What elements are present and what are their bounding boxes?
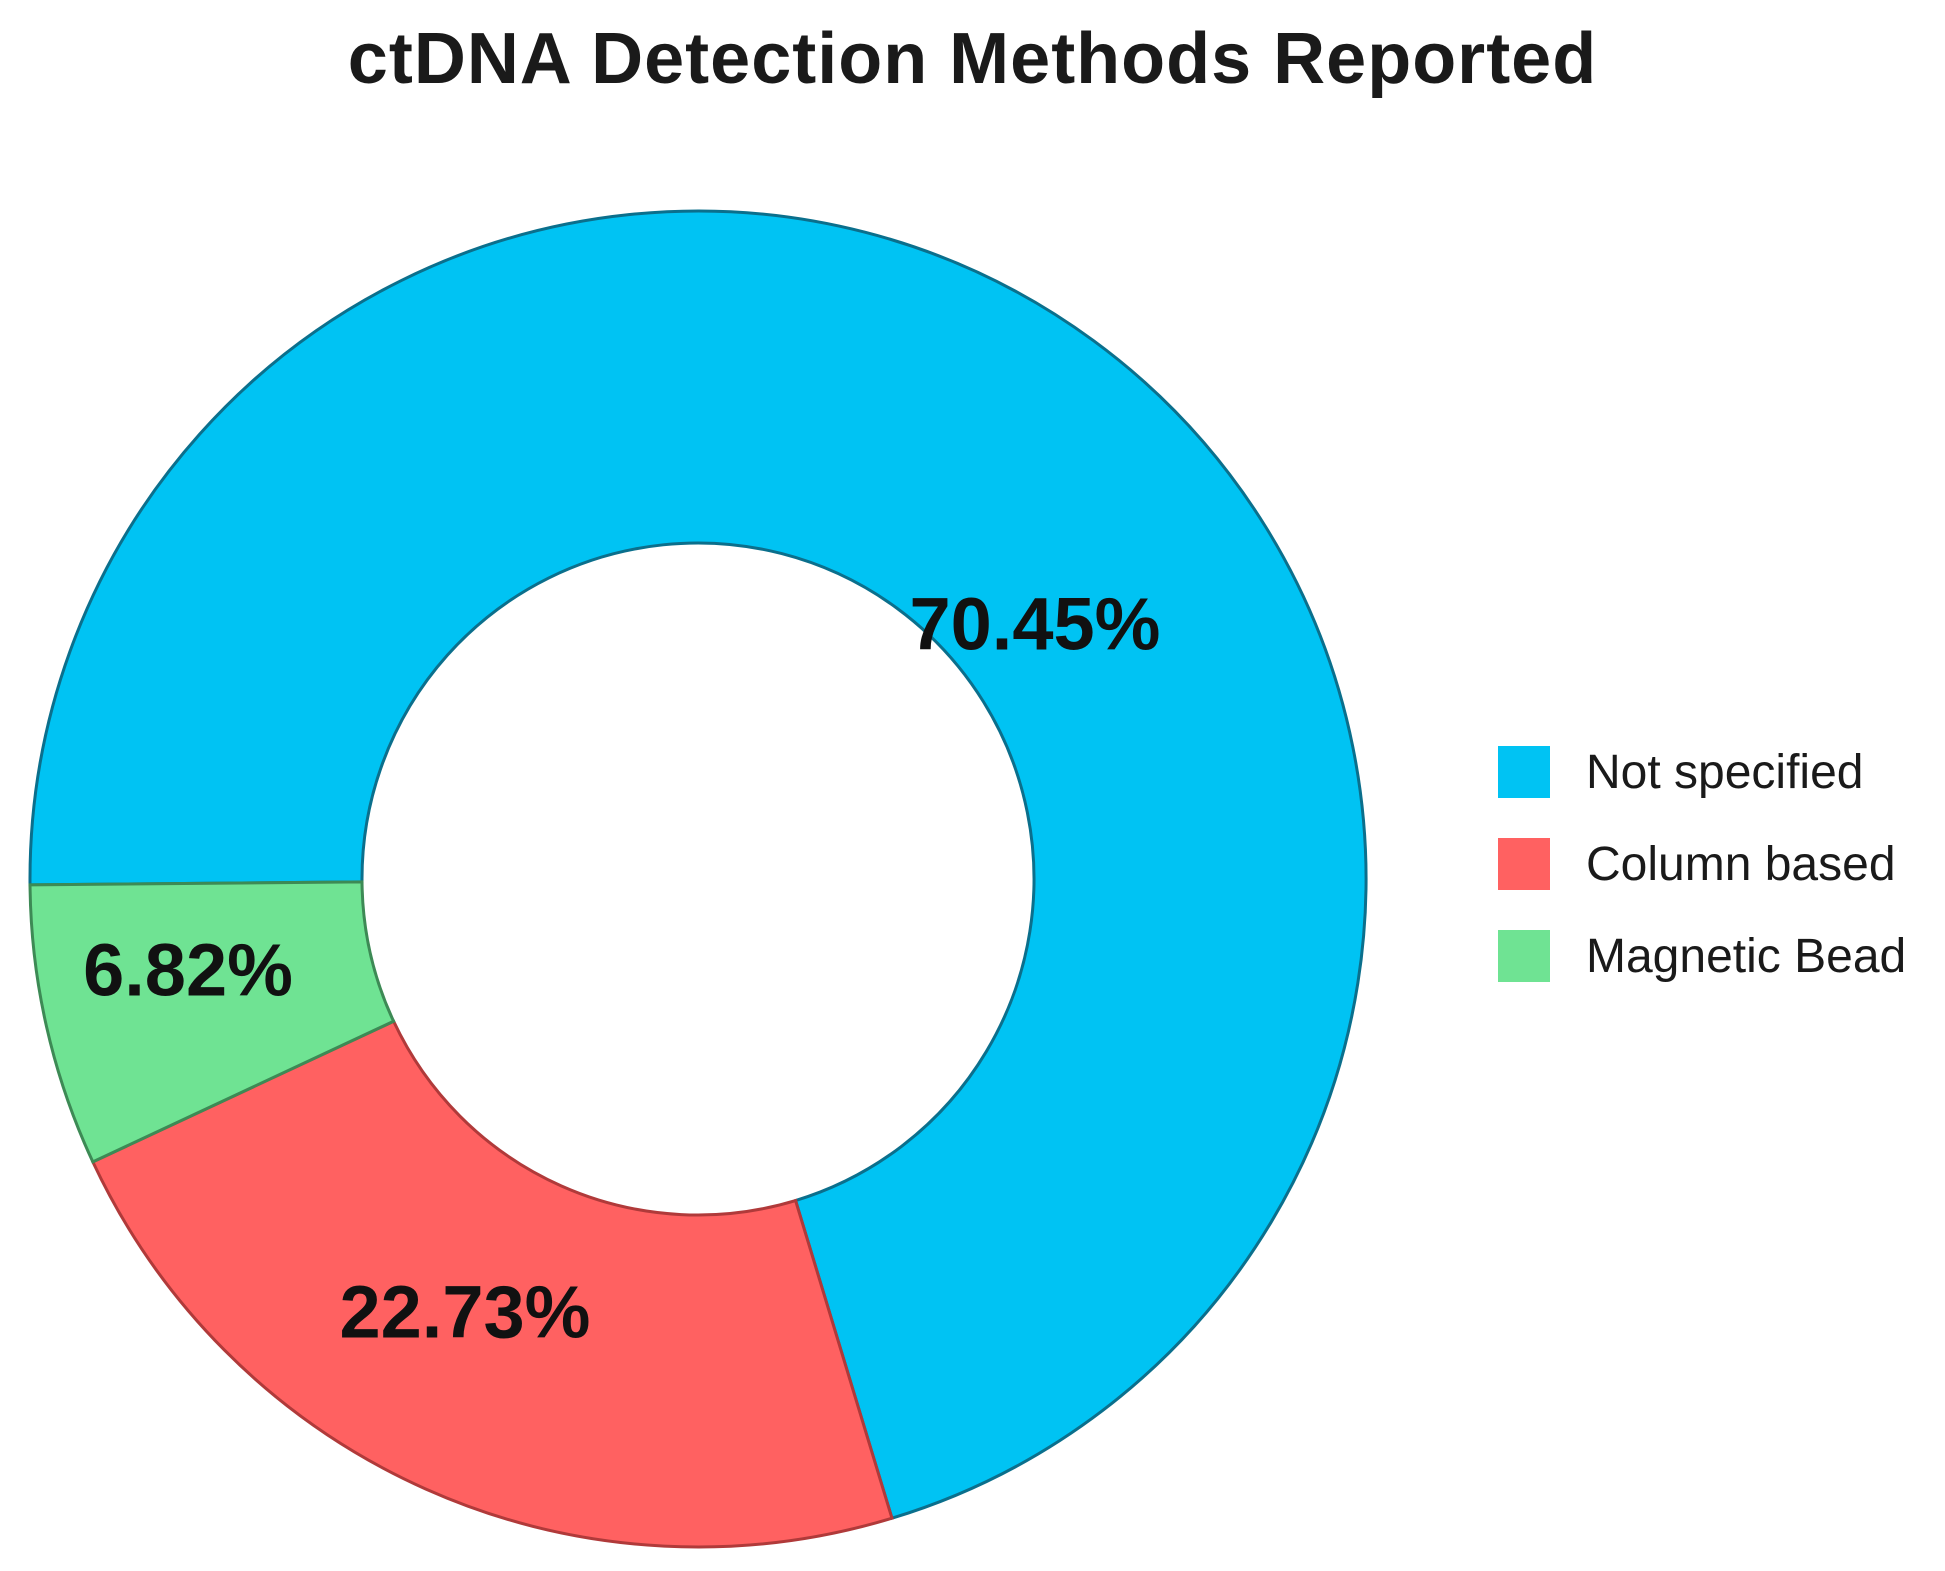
legend-item-not-specified: Not specified — [1498, 745, 1906, 799]
legend-label: Not specified — [1586, 745, 1864, 799]
donut-slice-magnetic-bead — [28, 880, 396, 1164]
legend-label: Magnetic Bead — [1586, 929, 1907, 983]
legend-label: Column based — [1586, 837, 1896, 891]
slice-value-label: 70.45% — [910, 583, 1161, 666]
donut-slice-column-based — [90, 1019, 894, 1549]
chart-title: ctDNA Detection Methods Reported — [347, 19, 1598, 99]
legend-item-column-based: Column based — [1498, 837, 1906, 891]
donut-slice-not-specified — [28, 209, 1368, 1521]
legend-swatch — [1498, 838, 1550, 890]
slice-value-label: 6.82% — [83, 929, 293, 1012]
legend-swatch — [1498, 930, 1550, 982]
legend-swatch — [1498, 746, 1550, 798]
legend: Not specified Column based Magnetic Bead — [1498, 746, 1906, 1022]
slice-value-label: 22.73% — [340, 1271, 591, 1354]
legend-item-magnetic-bead: Magnetic Bead — [1498, 929, 1907, 983]
